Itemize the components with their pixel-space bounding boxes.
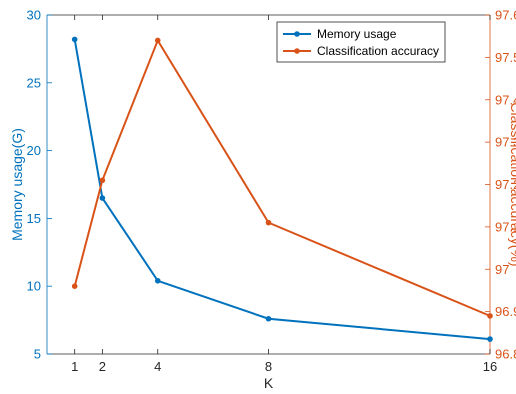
legend-label-accuracy: Classification accuracy [317, 44, 439, 58]
x-axis: 1 2 4 8 16 K [71, 15, 497, 391]
right-tick-label: 97 [495, 262, 509, 277]
right-tick-label: 97.5 [495, 50, 516, 65]
right-axis-title: Classification accuracy(%) [508, 102, 516, 266]
left-tick-label: 5 [34, 347, 41, 362]
left-y-axis: 5 10 15 20 25 30 Memory usage(G) [9, 8, 52, 362]
x-tick-label: 1 [71, 359, 78, 374]
right-tick-label: 97.3 [495, 135, 516, 150]
left-axis-title: Memory usage(G) [9, 128, 25, 241]
series-line-memory [73, 39, 491, 341]
legend-label-memory: Memory usage [317, 27, 397, 41]
right-tick-label: 96.8 [495, 347, 516, 362]
data-point-memory [71, 36, 78, 43]
data-point-memory [99, 195, 106, 201]
right-tick-label: 96.9 [495, 304, 516, 319]
data-point-accuracy [99, 177, 106, 184]
x-tick-label: 4 [154, 359, 161, 374]
left-tick-label: 30 [27, 8, 41, 23]
legend-marker-memory [294, 31, 300, 37]
data-point-memory [487, 336, 493, 342]
series-layer [71, 36, 493, 342]
left-tick-label: 25 [27, 75, 41, 90]
left-tick-label: 10 [27, 279, 41, 294]
x-tick-label: 16 [483, 359, 497, 374]
data-point-accuracy [154, 37, 161, 44]
legend-marker-accuracy [294, 48, 300, 54]
right-tick-label: 97.4 [495, 92, 516, 107]
right-tick-label: 97.6 [495, 8, 516, 23]
left-tick-label: 20 [27, 143, 41, 158]
data-point-accuracy [487, 313, 493, 319]
x-tick-label: 2 [99, 359, 106, 374]
right-tick-label: 97.2 [495, 177, 516, 192]
right-tick-label: 97.1 [495, 219, 516, 234]
data-point-accuracy [71, 283, 78, 290]
legend: Memory usage Classification accuracy [276, 21, 446, 63]
x-tick-label: 8 [265, 359, 272, 374]
legend-box [276, 21, 446, 63]
series-line-accuracy [73, 38, 491, 317]
data-point-memory [154, 277, 161, 284]
right-y-axis: 96.8 96.9 97 97.1 97.2 97.3 97.4 97.5 97.6 Classi… [485, 8, 516, 362]
data-point-accuracy [265, 219, 272, 226]
left-tick-label: 15 [27, 211, 41, 226]
x-axis-title: K [264, 375, 274, 391]
data-point-memory [265, 315, 272, 322]
plot-frame [47, 14, 490, 355]
